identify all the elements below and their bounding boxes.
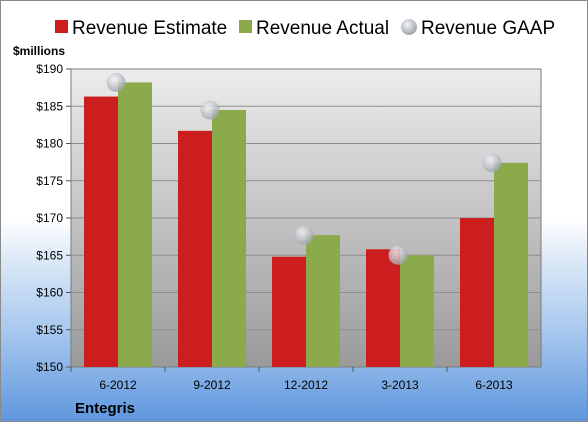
x-tick-label: 9-2012 (193, 378, 231, 392)
bar-revenue-actual (212, 109, 246, 367)
y-tick-label: $185 (36, 99, 63, 113)
y-tick-label: $175 (36, 174, 63, 188)
bar-revenue-estimate (366, 249, 400, 367)
x-tick-label: 12-2012 (284, 378, 328, 392)
x-tick-label: 6-2012 (99, 378, 137, 392)
bar-revenue-actual (306, 235, 340, 367)
y-tick-label: $180 (36, 137, 63, 151)
y-tick-label: $150 (36, 360, 63, 374)
marker-revenue-gaap (106, 72, 126, 92)
legend-label-gaap: Revenue GAAP (421, 18, 555, 39)
legend-swatch-estimate (55, 20, 68, 33)
bar-revenue-estimate (84, 96, 118, 367)
bar-revenue-actual (118, 82, 152, 367)
x-axis-ticks: 6-2012 9-2012 12-2012 3-2013 6-2013 (70, 367, 513, 392)
marker-revenue-gaap (294, 225, 314, 245)
legend-label-estimate: Revenue Estimate (72, 18, 227, 39)
gaap-markers (106, 72, 502, 265)
legend-swatch-gaap (401, 19, 417, 35)
x-tick-label: 6-2013 (475, 378, 513, 392)
bars (84, 82, 528, 367)
bar-revenue-estimate (272, 256, 306, 367)
marker-revenue-gaap (200, 100, 220, 120)
x-tick-label: 3-2013 (381, 378, 419, 392)
y-tick-label: $165 (36, 248, 63, 262)
marker-revenue-gaap (388, 245, 408, 265)
y-tick-label: $155 (36, 323, 63, 337)
y-tick-label: $170 (36, 211, 63, 225)
y-axis-ticks: $150 $155 $160 $165 $170 $175 $180 $185 $190 (36, 62, 71, 374)
legend-swatch-actual (239, 20, 252, 33)
y-tick-label: $160 (36, 286, 63, 300)
unit-label: $millions (13, 44, 65, 58)
bar-revenue-actual (494, 162, 528, 367)
legend-label-actual: Revenue Actual (256, 18, 389, 39)
bar-revenue-actual (400, 255, 434, 367)
y-tick-label: $190 (36, 62, 63, 76)
bar-revenue-estimate (460, 218, 494, 367)
marker-revenue-gaap (482, 153, 502, 173)
bar-revenue-estimate (178, 130, 212, 367)
legend: Revenue Estimate Revenue Actual Revenue … (55, 18, 555, 39)
company-name: Entegris (75, 400, 135, 417)
